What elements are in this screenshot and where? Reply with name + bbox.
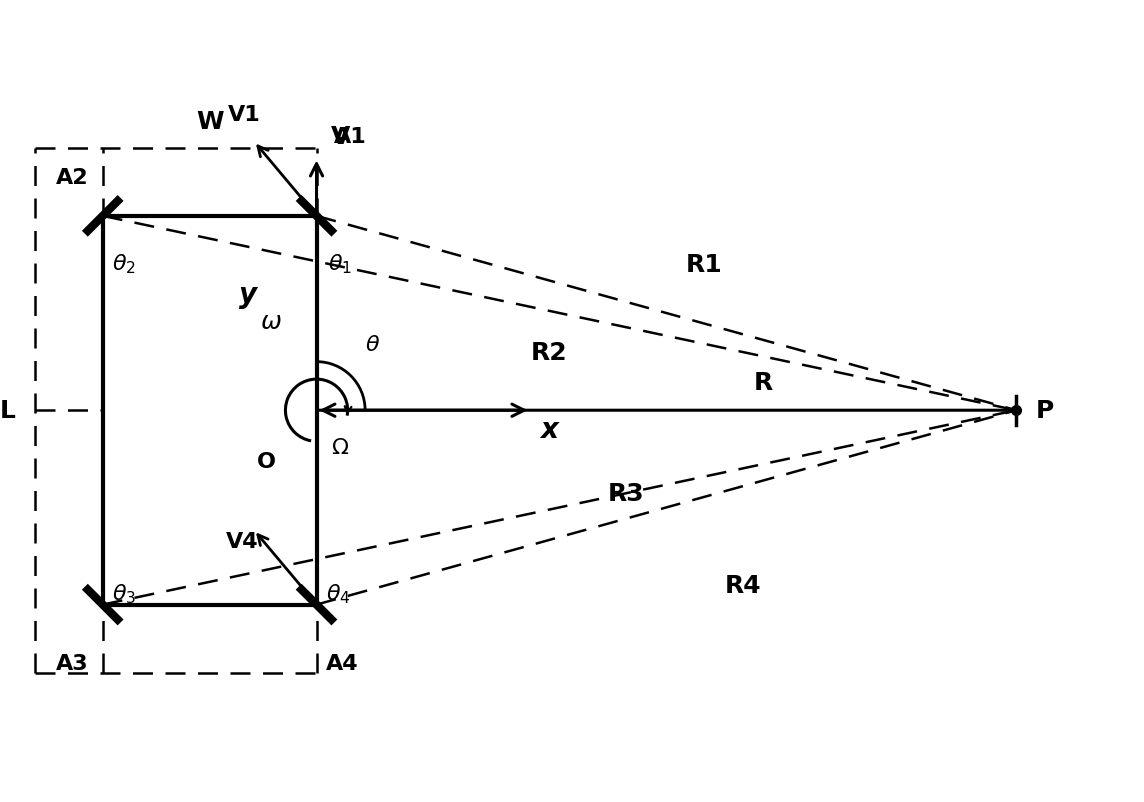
Text: $\theta_4$: $\theta_4$ (326, 582, 351, 606)
Text: O: O (256, 452, 276, 472)
Text: R4: R4 (724, 573, 762, 597)
Text: V4: V4 (225, 532, 259, 552)
Text: V1: V1 (228, 105, 261, 125)
Text: $\omega$: $\omega$ (260, 310, 281, 333)
Text: R1: R1 (686, 253, 723, 277)
Text: $\theta$: $\theta$ (365, 334, 380, 354)
Text: V: V (331, 124, 350, 148)
Text: R: R (754, 371, 773, 395)
Text: A1: A1 (334, 127, 367, 147)
Text: W: W (196, 110, 223, 134)
Text: $\theta_2$: $\theta_2$ (112, 252, 136, 276)
Text: y: y (239, 280, 257, 308)
Text: A2: A2 (56, 168, 88, 188)
Text: A4: A4 (326, 654, 359, 674)
Text: x: x (540, 415, 558, 444)
Text: A3: A3 (56, 654, 88, 674)
Text: P: P (1035, 399, 1054, 423)
Text: $\Omega$: $\Omega$ (331, 438, 349, 458)
Text: $\theta_3$: $\theta_3$ (112, 582, 136, 606)
Text: R2: R2 (531, 341, 567, 364)
Text: R3: R3 (609, 481, 645, 505)
Text: $\theta_1$: $\theta_1$ (328, 252, 352, 276)
Text: L: L (0, 399, 15, 423)
